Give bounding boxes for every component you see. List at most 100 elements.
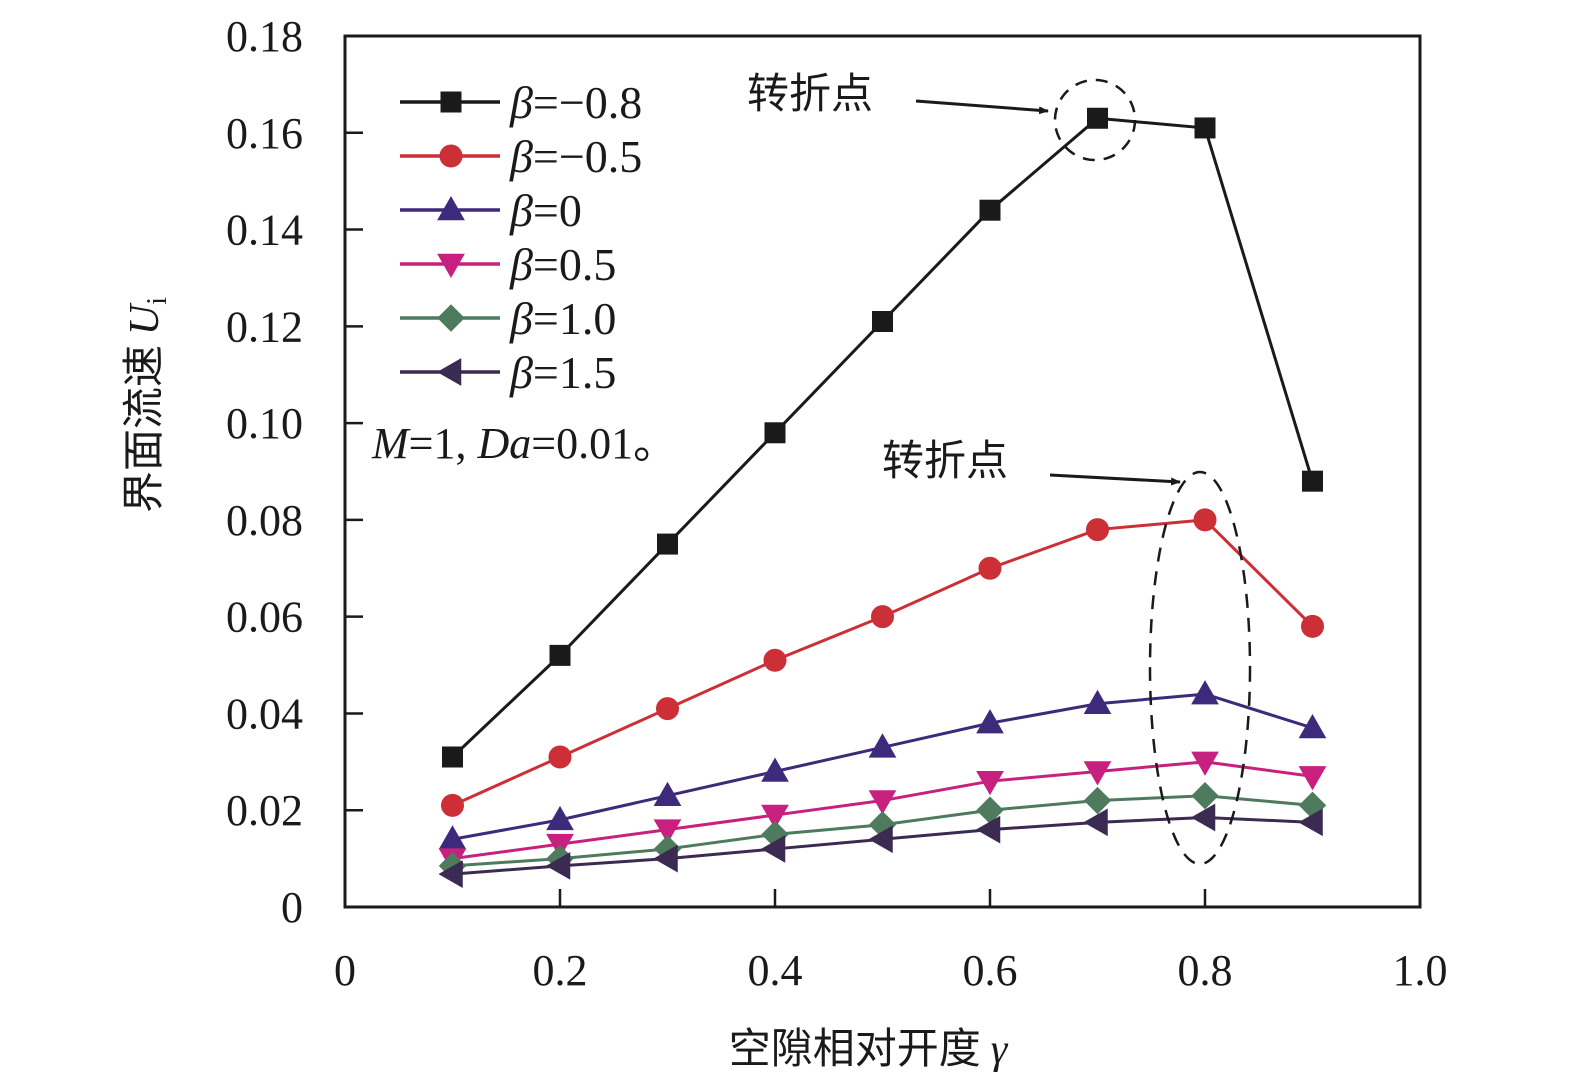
- data-point: [760, 835, 786, 863]
- legend-label: β=1.0: [509, 293, 616, 344]
- data-point: [1193, 508, 1217, 532]
- legend-marker: [440, 91, 462, 113]
- x-tick-label: 0.2: [533, 946, 588, 995]
- parameter-note: M=1, Da=0.01。: [371, 419, 677, 468]
- legend-symbol: β: [509, 185, 533, 236]
- y-axis-title-subscript: i: [142, 297, 173, 305]
- legend-value: =−0.8: [533, 77, 642, 128]
- data-point: [975, 815, 1001, 844]
- legend-item: β=1.0: [400, 293, 616, 344]
- legend-label: β=0.5: [509, 239, 616, 290]
- data-point: [1302, 470, 1323, 492]
- dashed-ellipse-highlight: [1148, 470, 1252, 866]
- annotation-label-1: 转折点: [747, 69, 873, 118]
- data-point: [441, 793, 464, 817]
- x-tick-label: 0: [334, 946, 356, 995]
- legend-item: β=−0.5: [400, 131, 642, 182]
- y-tick-label: 0.08: [226, 496, 303, 545]
- data-point: [653, 819, 682, 844]
- series-2: [438, 680, 1327, 850]
- series-1: [441, 508, 1324, 817]
- y-axis-title-text: 界面流速: [119, 345, 168, 513]
- legend-symbol: β: [509, 131, 533, 182]
- data-point: [1087, 107, 1108, 129]
- y-tick-label: 0.06: [226, 593, 303, 642]
- series-layer: [438, 107, 1327, 888]
- data-point: [1083, 808, 1108, 837]
- annotation-turning-point-2: 转折点: [882, 436, 1252, 866]
- data-point: [763, 648, 787, 672]
- x-axis-title: 空隙相对开度 γ: [729, 1024, 1009, 1073]
- data-point: [1083, 761, 1112, 786]
- param-m-value: =1,: [409, 419, 478, 468]
- data-point: [761, 757, 789, 782]
- legend-label: β=−0.5: [509, 131, 642, 182]
- legend-marker: [439, 144, 463, 168]
- data-point: [1298, 766, 1327, 791]
- param-m-symbol: M: [371, 419, 411, 468]
- param-da-value: =0.01。: [531, 419, 677, 468]
- annotation-label-2: 转折点: [882, 436, 1008, 485]
- y-axis-title-symbol: U: [122, 302, 168, 335]
- legend-item: β=1.5: [400, 347, 616, 398]
- legend-marker: [437, 304, 465, 332]
- data-point: [761, 804, 789, 830]
- data-point: [1191, 680, 1219, 705]
- y-tick-label: 0.18: [226, 12, 303, 61]
- legend-symbol: β: [509, 239, 533, 290]
- legend-value: =0: [533, 185, 582, 236]
- data-point: [976, 770, 1004, 796]
- data-point: [871, 605, 894, 629]
- x-tick-label: 0.4: [748, 946, 803, 995]
- data-point: [656, 697, 679, 721]
- data-point: [764, 422, 786, 444]
- param-da-symbol: Da: [476, 419, 531, 468]
- x-axis: 0 0.2 0.4 0.6 0.8 1.0: [334, 889, 1448, 995]
- annotation-arrow-2: [1049, 473, 1181, 486]
- x-axis-title-symbol: γ: [991, 1027, 1009, 1073]
- data-point: [1301, 614, 1324, 638]
- x-tick-label: 0.6: [963, 946, 1018, 995]
- legend-value: =1.0: [533, 293, 616, 344]
- data-point: [1083, 689, 1112, 715]
- legend-item: β=0.5: [400, 239, 616, 290]
- x-tick-label: 1.0: [1393, 946, 1448, 995]
- legend-marker: [436, 358, 462, 386]
- legend-item: β=−0.8: [400, 77, 642, 128]
- data-point: [1194, 117, 1216, 139]
- y-tick-label: 0.14: [226, 206, 303, 255]
- data-point: [657, 533, 678, 555]
- data-point: [653, 844, 678, 873]
- legend-label: β=1.5: [509, 347, 616, 398]
- legend-label: β=0: [509, 185, 582, 236]
- data-point: [653, 781, 682, 806]
- data-point: [868, 825, 893, 854]
- data-point: [438, 860, 463, 888]
- data-point: [1191, 751, 1219, 776]
- y-tick-label: 0.04: [226, 689, 303, 738]
- data-point: [979, 199, 1001, 221]
- legend-value: =1.5: [533, 347, 616, 398]
- legend-item: β=0: [400, 185, 582, 236]
- legend-value: =−0.5: [533, 131, 642, 182]
- legend-symbol: β: [509, 293, 533, 344]
- data-point: [1086, 518, 1109, 542]
- data-point: [548, 745, 572, 769]
- legend-value: =0.5: [533, 239, 616, 290]
- data-point: [868, 733, 897, 758]
- y-tick-label: 0.10: [226, 399, 303, 448]
- data-point: [546, 805, 574, 831]
- data-point: [545, 852, 571, 880]
- annotation-arrow-1: [915, 99, 1049, 115]
- legend-symbol: β: [509, 77, 533, 128]
- y-tick-label: 0.02: [226, 786, 303, 835]
- legend: β=−0.8β=−0.5β=0β=0.5β=1.0β=1.5: [400, 77, 642, 398]
- data-point: [976, 709, 1004, 734]
- data-point: [1298, 808, 1323, 837]
- y-tick-label: 0.12: [226, 302, 303, 351]
- annotation-turning-point-1: 转折点: [747, 69, 1137, 162]
- legend-marker: [437, 253, 465, 279]
- data-point: [868, 790, 897, 815]
- legend-symbol: β: [509, 347, 533, 398]
